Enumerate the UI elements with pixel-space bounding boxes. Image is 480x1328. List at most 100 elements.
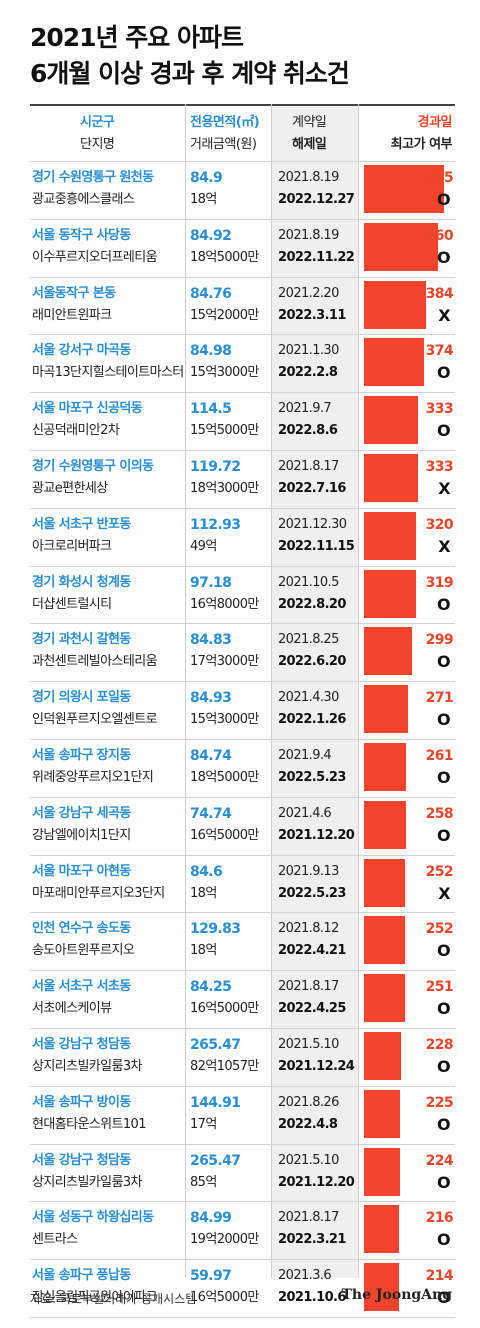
header-dates: 계약일 해제일 (292, 112, 327, 156)
header-cancel-date: 해제일 (292, 137, 327, 152)
apartment-name: 상지리츠빌카일룸3차 (32, 1059, 143, 1074)
row-divider (30, 218, 455, 220)
cancel-date: 2022.3.21 (278, 1232, 346, 1248)
days-bar (364, 569, 416, 618)
cancel-date: 2022.8.6 (278, 423, 338, 439)
days-label: 216 (425, 1210, 454, 1227)
header-area-price: 전용면적(㎡) 거래금액(원) (190, 112, 260, 156)
days-bar (364, 800, 406, 849)
contract-date: 2021.1.30 (278, 343, 339, 359)
days-bar (364, 222, 438, 271)
apartment-name: 센트라스 (32, 1232, 78, 1248)
table-row: 서울 마포구 신공덕동 신공덕래미안2차 114.5 15억5000만 2021.9.7… (30, 393, 455, 450)
header-price: 거래금액(원) (190, 137, 257, 152)
contract-date: 2021.5.10 (278, 1037, 339, 1052)
cancel-date: 2021.12.24 (278, 1059, 355, 1074)
table-row: 서울 마포구 아현동 마포래미안푸르지오3단지 84.6 18억 2021.9.13 20… (30, 856, 455, 913)
row-divider (30, 1201, 455, 1203)
column-divider (185, 104, 186, 1278)
cancel-date: 2021.12.20 (278, 1174, 355, 1190)
header-region-apartment: 시군구 단지명 (80, 112, 115, 156)
record-high-flag: X (438, 883, 450, 903)
row-divider (30, 912, 455, 914)
data-table: 시군구 단지명 전용면적(㎡) 거래금액(원) 계약일 해제일 경과일 최고가 … (30, 104, 455, 1318)
region-label: 경기 과천시 갈현동 (32, 632, 131, 648)
days-bar (364, 511, 416, 560)
record-high-flag: O (436, 768, 451, 787)
days-label: 252 (425, 921, 454, 938)
row-divider (30, 1028, 455, 1029)
days-label: 319 (425, 574, 454, 591)
cancel-date: 2022.2.8 (278, 365, 338, 381)
cancel-date: 2022.4.8 (278, 1116, 338, 1132)
days-bar (364, 743, 406, 791)
table-row: 서울동작구 본동 래미안트윈파크 84.76 15억2000만 2021.2.20 202… (30, 278, 455, 335)
cancel-date: 2021.10.6 (278, 1290, 346, 1306)
region-label: 서울 강남구 세곡동 (32, 805, 131, 821)
table-row: 서울 강남구 세곡동 강남엘에이치1단지 74.74 16억5000만 2021.4.6… (30, 798, 455, 855)
area-value: 114.5 (190, 401, 232, 418)
area-value: 84.74 (190, 748, 232, 764)
area-value: 59.97 (190, 1268, 232, 1285)
header-apartment: 단지명 (80, 137, 115, 152)
area-value: 265.47 (190, 1037, 241, 1053)
days-bar (364, 1205, 399, 1254)
table-row: 서울 동작구 사당동 이수푸르지오더프레티움 84.92 18억5000만 2021.8… (30, 220, 455, 277)
days-label: 228 (425, 1037, 454, 1053)
record-high-flag: O (436, 1057, 451, 1076)
chart-title: 2021년 주요 아파트 6개월 이상 경과 후 계약 취소건 (30, 20, 350, 92)
days-label: 225 (425, 1094, 454, 1111)
table-row: 경기 과천시 갈현동 과천센트레빌아스테리움 84.83 17억3000만 2021.8… (30, 624, 455, 681)
apartment-name: 아크로리버파크 (32, 538, 112, 554)
area-value: 84.83 (190, 632, 232, 649)
table-row: 인천 연수구 송도동 송도아트윈푸르지오 129.83 18억 2021.8.12 202… (30, 913, 455, 970)
table-row: 서울 송파구 장지동 위례중앙푸르지오1단지 84.74 18억5000만 2021.9… (30, 740, 455, 797)
days-bar (364, 916, 405, 965)
cancel-date: 2022.11.15 (278, 538, 355, 554)
contract-date: 2021.12.30 (278, 516, 347, 532)
cancel-date: 2022.4.25 (278, 1001, 346, 1017)
record-high-flag: X (438, 536, 450, 556)
price-value: 15억2000만 (190, 307, 259, 323)
cancel-date: 2022.5.23 (278, 770, 346, 785)
row-divider (30, 334, 455, 336)
price-value: 18억5000만 (190, 770, 259, 785)
price-value: 18억 (190, 192, 217, 207)
price-value: 15억5000만 (190, 423, 259, 439)
days-label: 384 (425, 285, 454, 302)
apartment-name: 이수푸르지오더프레티움 (32, 249, 158, 265)
region-label: 서울 마포구 아현동 (32, 863, 131, 879)
row-divider (30, 623, 455, 625)
area-value: 84.25 (190, 979, 232, 996)
area-value: 84.9 (190, 170, 223, 186)
area-value: 112.93 (190, 516, 241, 533)
record-high-flag: O (436, 421, 451, 441)
cancel-date: 2022.6.20 (278, 654, 346, 670)
row-divider (30, 450, 455, 451)
days-label: 495 (425, 170, 454, 186)
area-value: 97.18 (190, 574, 232, 591)
contract-date: 2021.8.26 (278, 1094, 339, 1110)
region-label: 서울 강남구 청담동 (32, 1037, 131, 1052)
table-row: 서울 성동구 하왕십리동 센트라스 84.99 19억2000만 2021.8.17 20… (30, 1202, 455, 1259)
record-high-flag: O (436, 363, 451, 383)
apartment-name: 더샵센트럴시티 (32, 596, 112, 612)
record-high-flag: O (436, 1230, 451, 1250)
cancel-date: 2022.1.26 (278, 712, 346, 728)
record-high-flag: O (436, 652, 451, 672)
contract-date: 2021.8.19 (278, 227, 339, 243)
days-bar (364, 454, 418, 502)
days-label: 261 (425, 748, 454, 764)
table-row: 서울 강서구 마곡동 마곡13단지힐스테이트마스터 84.98 15억3000만 202… (30, 335, 455, 392)
row-divider (30, 392, 455, 394)
days-bar (364, 280, 426, 329)
record-high-flag: O (436, 1288, 451, 1308)
apartment-name: 신공덕래미안2차 (32, 423, 120, 439)
source-note: 자료: 국토부실거래가 공개시스템 (30, 1292, 197, 1306)
contract-date: 2021.4.6 (278, 805, 332, 821)
table-row: 경기 수원영통구 원천동 광교중흥에스클래스 84.9 18억 2021.8.19 202… (30, 162, 455, 219)
header-contract-date: 계약일 (292, 115, 327, 130)
apartment-name: 마포래미안푸르지오3단지 (32, 885, 165, 901)
contract-date: 2021.8.19 (278, 170, 339, 185)
record-high-flag: O (436, 710, 451, 730)
